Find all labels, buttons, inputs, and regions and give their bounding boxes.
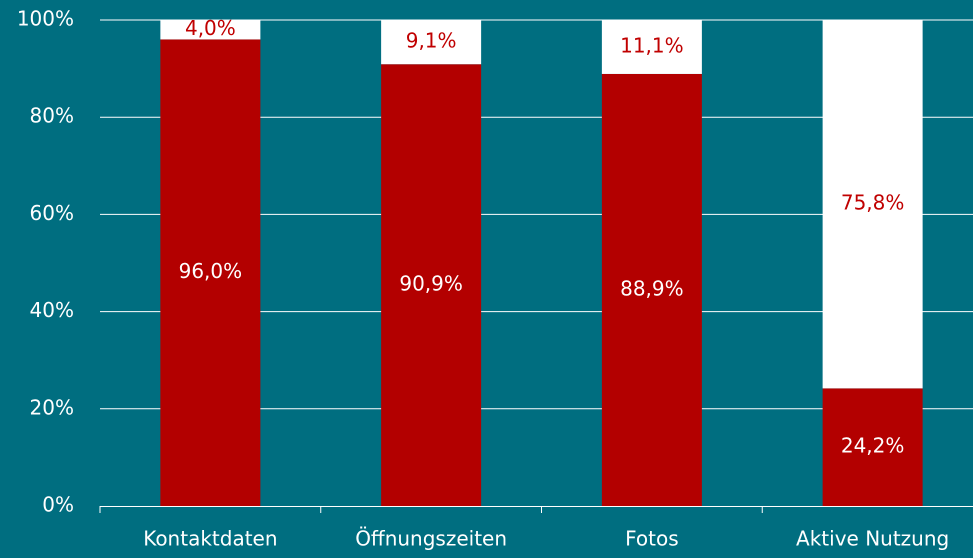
data-label: 75,8% [841,191,905,215]
x-tick-label: Aktive Nutzung [796,527,949,551]
bar-segment [822,388,923,506]
data-label: 11,1% [620,33,684,57]
bar-segment [381,64,482,506]
y-tick-label: 0% [42,493,74,517]
data-label: 24,2% [841,434,905,458]
y-tick-label: 100% [17,7,74,31]
bar-segment [160,39,261,506]
y-tick-label: 80% [30,104,74,128]
x-tick-label: Fotos [625,527,679,551]
data-label: 88,9% [620,276,684,300]
x-tick-label: Öffnungszeiten [355,527,507,551]
data-label: 90,9% [399,272,463,296]
data-label: 4,0% [185,16,236,40]
bar-segment [160,20,261,40]
bar-segment [822,20,923,389]
data-label: 96,0% [179,259,243,283]
x-tick-label: Kontaktdaten [143,527,277,551]
y-tick-label: 60% [30,201,74,225]
y-tick-label: 40% [30,298,74,322]
bar-segment [601,20,702,74]
y-tick-label: 20% [30,395,74,419]
bar-segment [601,73,702,507]
data-label: 9,1% [406,29,457,53]
bar-segment [381,20,482,65]
